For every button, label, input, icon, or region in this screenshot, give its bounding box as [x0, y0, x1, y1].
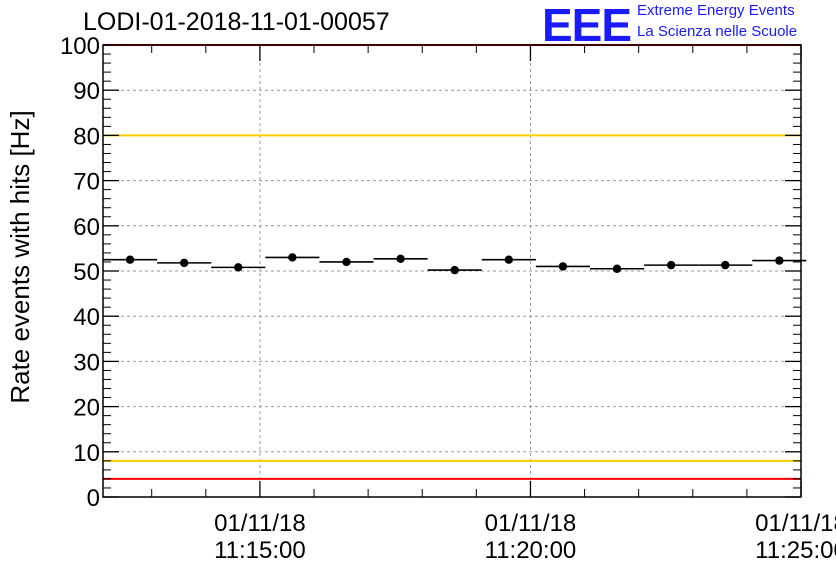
axis-ticks: [103, 44, 802, 498]
y-tick-label: 60: [73, 214, 100, 241]
reference-lines: [103, 44, 801, 480]
y-tick-label: 70: [73, 169, 100, 196]
eee-logo: EEE: [542, 0, 632, 51]
y-tick-labels: 0 10 20 30 40 50 60 70 80 90 100: [60, 33, 100, 512]
data-point: [265, 253, 320, 262]
plot-frame: [102, 44, 802, 498]
point-marker: [450, 265, 459, 275]
data-point: [589, 264, 645, 273]
data-point: [319, 257, 374, 267]
y-axis-label: Rate events with hits [Hz]: [5, 110, 35, 403]
point-marker: [612, 264, 622, 273]
data-points: [103, 253, 807, 275]
logo-line-1: Extreme Energy Events: [637, 2, 795, 19]
data-point: [373, 254, 428, 263]
point-marker: [666, 260, 676, 270]
data-point: [698, 260, 753, 270]
point-marker: [558, 262, 568, 271]
y-tick-label: 80: [73, 123, 100, 150]
point-marker: [504, 255, 514, 264]
y-tick-label: 100: [60, 33, 100, 60]
y-tick-label: 40: [73, 304, 100, 331]
y-tick-label: 90: [73, 78, 100, 105]
data-point: [752, 256, 807, 265]
x-tick-time: 11:15:00: [214, 537, 306, 564]
data-point: [427, 265, 482, 275]
logo-line-2: La Scienza nelle Scuole: [637, 23, 798, 40]
y-tick-label: 50: [73, 259, 100, 286]
data-point: [157, 258, 212, 268]
point-marker: [342, 257, 351, 267]
y-tick-label: 0: [87, 485, 100, 512]
y-tick-label: 10: [73, 440, 100, 467]
x-tick-date: 01/11/18: [214, 510, 306, 537]
x-tick-date: 01/11/18: [755, 510, 836, 537]
point-marker: [396, 254, 405, 263]
point-marker: [775, 256, 784, 265]
y-tick-label: 30: [73, 349, 100, 376]
x-tick-time: 11:25:00: [755, 537, 836, 564]
point-marker: [179, 258, 189, 268]
point-marker: [721, 260, 730, 270]
data-point: [103, 255, 158, 264]
x-tick-labels: 01/11/1811:15:0001/11/1811:20:0001/11/18…: [214, 510, 836, 564]
chart-title: LODI-01-2018-11-01-00057: [83, 8, 390, 36]
data-point: [644, 260, 699, 270]
data-point: [211, 263, 266, 272]
x-tick-date: 01/11/18: [485, 510, 577, 537]
data-point: [535, 262, 590, 271]
point-marker: [234, 263, 243, 272]
x-tick-time: 11:20:00: [485, 537, 577, 564]
y-tick-label: 20: [73, 395, 100, 422]
point-marker: [125, 255, 135, 264]
data-point: [481, 255, 536, 264]
point-marker: [288, 253, 297, 262]
